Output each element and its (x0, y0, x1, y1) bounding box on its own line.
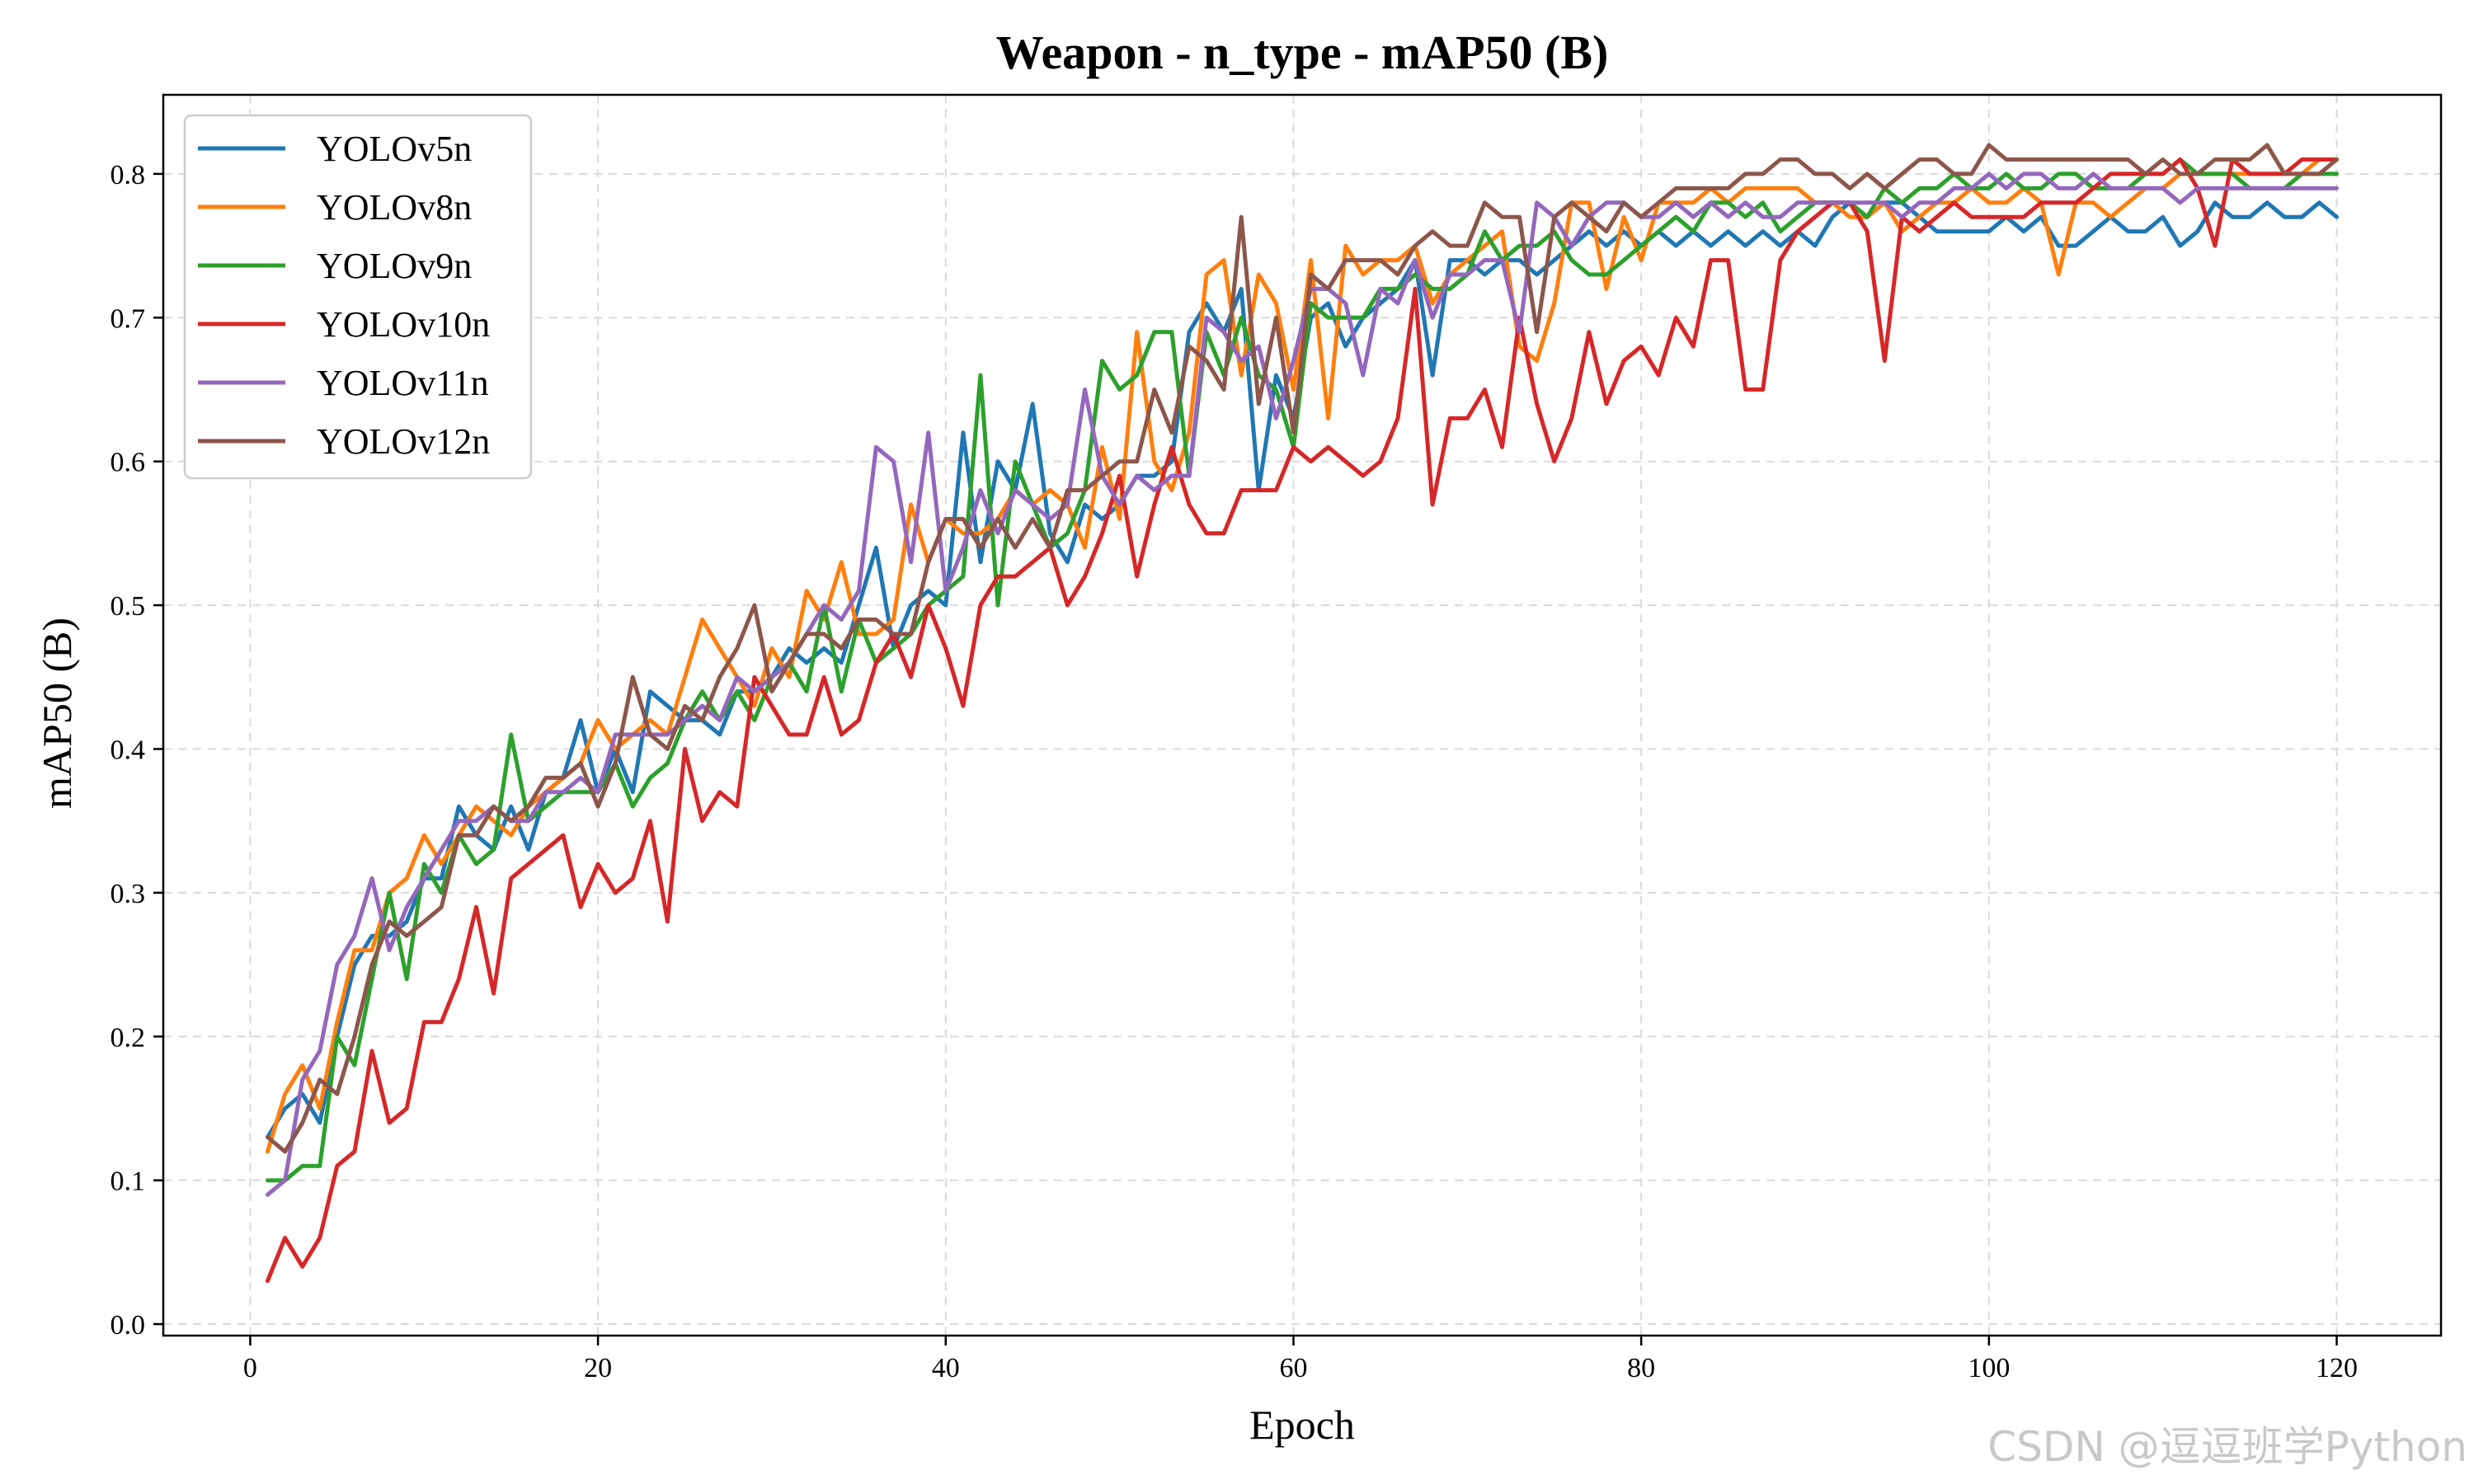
legend-label-yolov9n: YOLOv9n (317, 246, 472, 286)
x-axis-label: Epoch (1249, 1402, 1355, 1448)
y-tick-label: 0.8 (111, 160, 146, 190)
y-tick-label: 0.7 (111, 303, 146, 334)
y-tick-label: 0.5 (111, 591, 146, 622)
legend-label-yolov11n: YOLOv11n (317, 363, 489, 403)
x-tick-label: 100 (1968, 1353, 2010, 1383)
legend-label-yolov5n: YOLOv5n (317, 129, 472, 169)
y-tick-label: 0.3 (111, 879, 146, 909)
series-line-yolov11n (266, 171, 2339, 1197)
y-tick-label: 0.2 (111, 1022, 146, 1053)
y-tick-label: 0.0 (111, 1310, 146, 1341)
x-tick-label: 20 (584, 1353, 612, 1383)
series-line-yolov10n (266, 157, 2339, 1284)
ticks-layer: 0 20 40 60 80 100 120 0.0 0.1 0.2 0.3 0.4 0.5 0.6 0.7 0… (111, 160, 2358, 1383)
y-tick-label: 0.4 (111, 735, 146, 765)
legend-label-yolov12n: YOLOv12n (317, 421, 490, 462)
x-tick-label: 40 (932, 1353, 960, 1383)
y-axis-label: mAP50 (B) (34, 618, 80, 809)
x-tick-label: 0 (243, 1353, 257, 1383)
legend-label-yolov8n: YOLOv8n (317, 187, 472, 228)
series-line-yolov12n (266, 143, 2339, 1154)
watermark: CSDN @逗逗班学Python (1987, 1423, 2467, 1471)
plot-frame (162, 93, 2443, 1337)
legend: YOLOv5n YOLOv8n YOLOv9n YOLOv10n YOLOv11n YOL… (183, 114, 533, 480)
x-tick-label: 60 (1279, 1353, 1307, 1383)
series-layer (266, 143, 2339, 1284)
x-tick-label: 120 (2316, 1353, 2358, 1383)
x-tick-label: 80 (1627, 1353, 1655, 1383)
legend-label-yolov10n: YOLOv10n (317, 304, 490, 345)
y-tick-label: 0.1 (111, 1167, 146, 1197)
chart-title: Weapon - n_type - mAP50 (B) (996, 26, 1609, 79)
y-tick-label: 0.6 (111, 448, 146, 478)
